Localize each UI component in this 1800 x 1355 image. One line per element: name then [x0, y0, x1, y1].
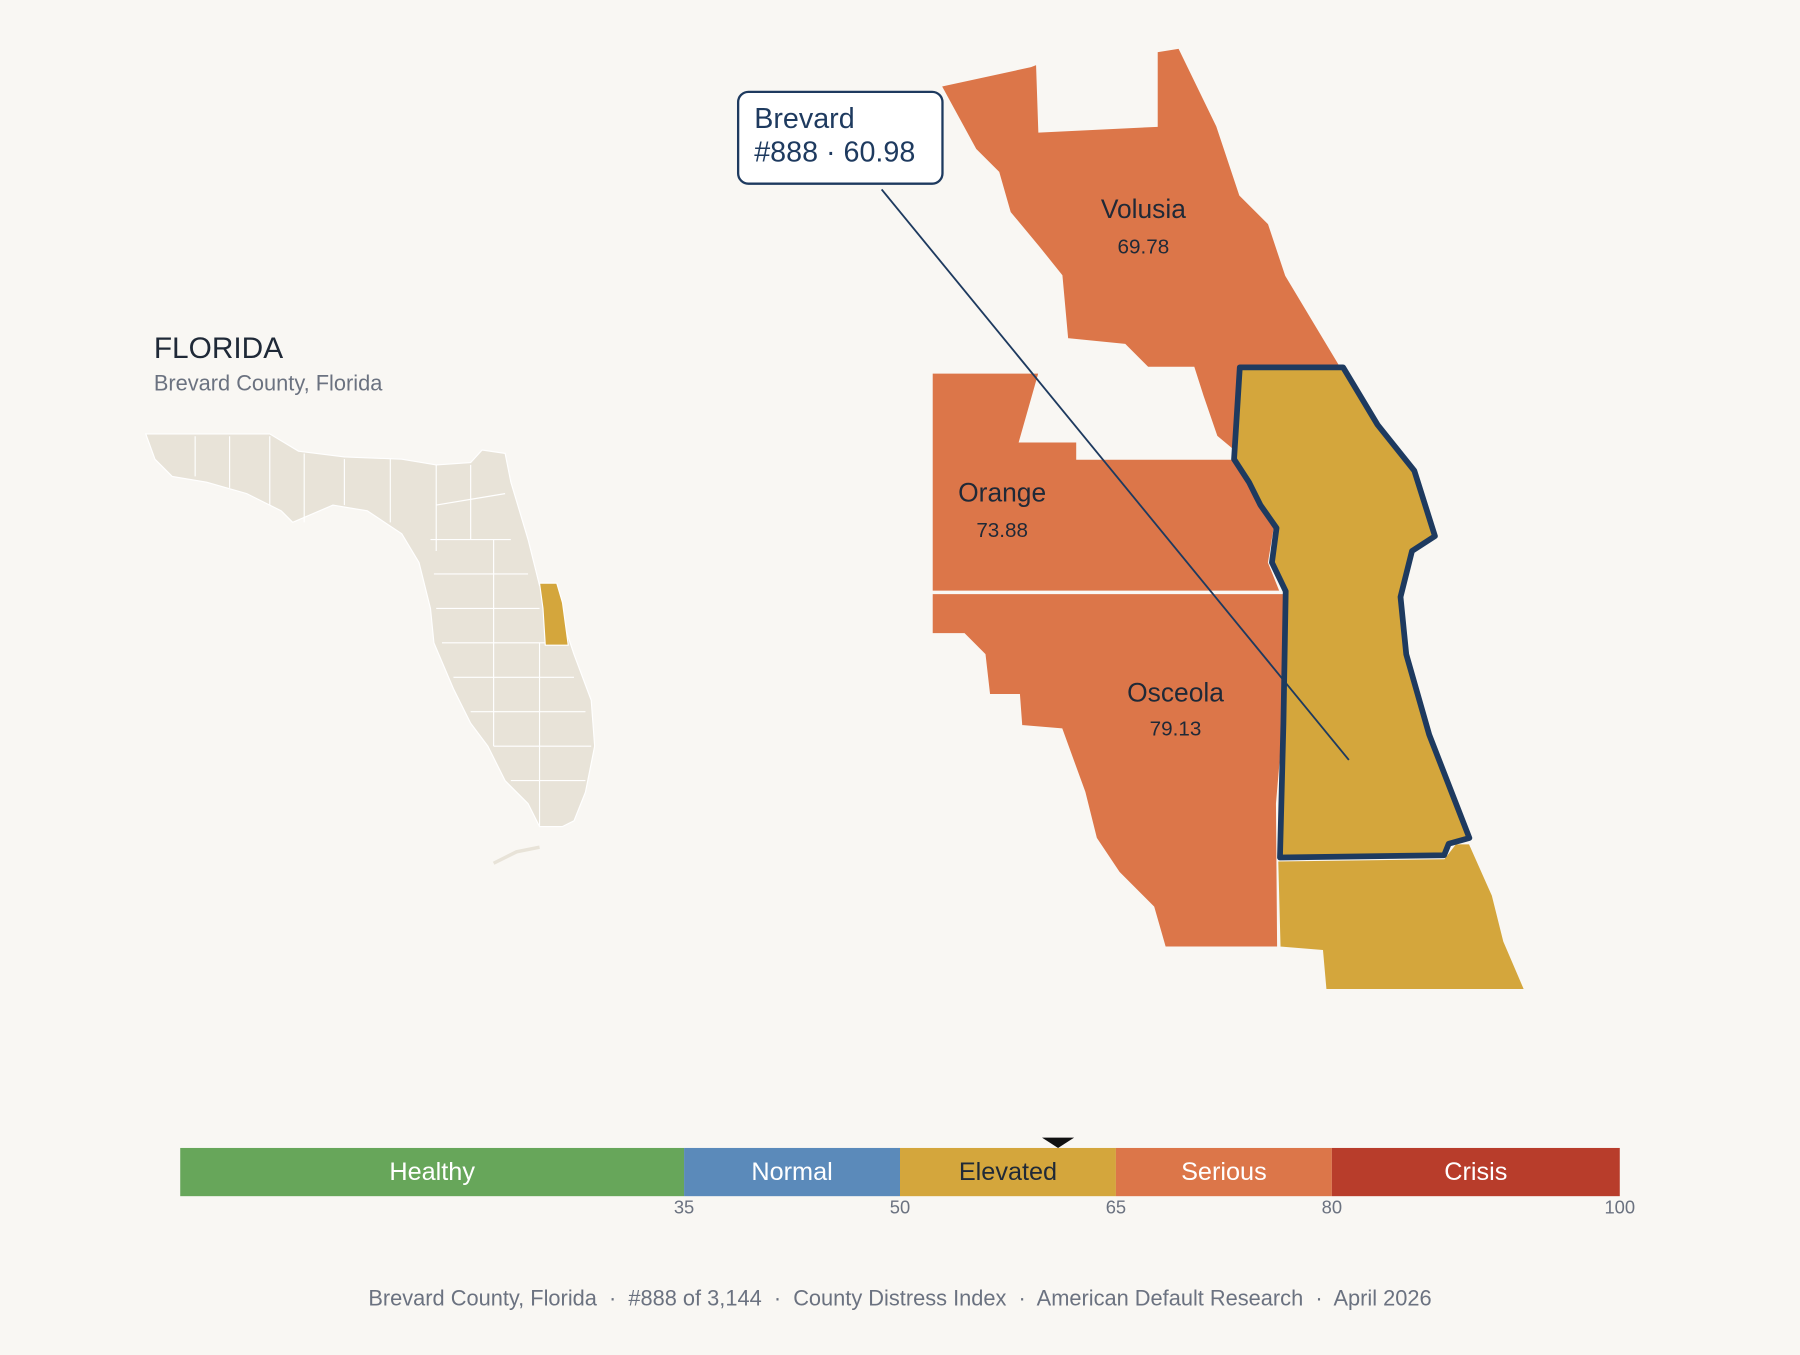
legend-tick-label: 50	[890, 1197, 910, 1218]
callout-box	[736, 90, 944, 185]
legend-tick-label: 65	[1106, 1197, 1126, 1218]
state-overview	[144, 433, 596, 865]
legend: Healthy Normal Elevated Serious Crisis 35 50 65…	[180, 1137, 1635, 1218]
legend-tick-label: 100	[1604, 1197, 1635, 1218]
callout-leader	[880, 188, 1350, 761]
legend-tick-label: 35	[674, 1197, 694, 1218]
footer: Brevard County, Florida · #888 of 3,144 …	[368, 1285, 1431, 1310]
legend-band-label: Healthy	[389, 1158, 475, 1186]
legend-band-label: Serious	[1181, 1158, 1267, 1186]
county-name: Osceola	[1127, 677, 1224, 707]
county-name: Volusia	[1101, 194, 1186, 224]
county-detail	[931, 47, 1526, 991]
legend-band-label: Crisis	[1444, 1158, 1507, 1186]
subtitle: Brevard County, Florida	[154, 370, 383, 395]
neighbor-county	[1277, 843, 1526, 991]
legend-band-label: Elevated	[959, 1158, 1057, 1186]
callout-detail: #888 · 60.98	[754, 136, 915, 168]
state-shape	[144, 433, 596, 828]
legend-band	[684, 1147, 900, 1197]
county-value: 73.88	[976, 519, 1028, 542]
county-lines	[194, 436, 592, 827]
state-title: FLORIDA	[154, 332, 283, 365]
county-value: 79.13	[1150, 718, 1202, 741]
focus-county	[1231, 364, 1473, 861]
callout-name: Brevard	[754, 103, 854, 135]
legend-tick-label: 80	[1322, 1197, 1342, 1218]
legend-marker	[1041, 1137, 1075, 1148]
county-name: Orange	[958, 478, 1046, 508]
county-shape	[931, 592, 1287, 948]
legend-band	[1115, 1147, 1332, 1197]
legend-band-label: Normal	[751, 1158, 832, 1186]
legend-band	[1331, 1147, 1620, 1197]
legend-band	[900, 1147, 1116, 1197]
county-value: 69.78	[1118, 235, 1170, 258]
keys	[492, 845, 540, 865]
legend-band	[180, 1147, 685, 1197]
highlight-county	[538, 582, 569, 646]
